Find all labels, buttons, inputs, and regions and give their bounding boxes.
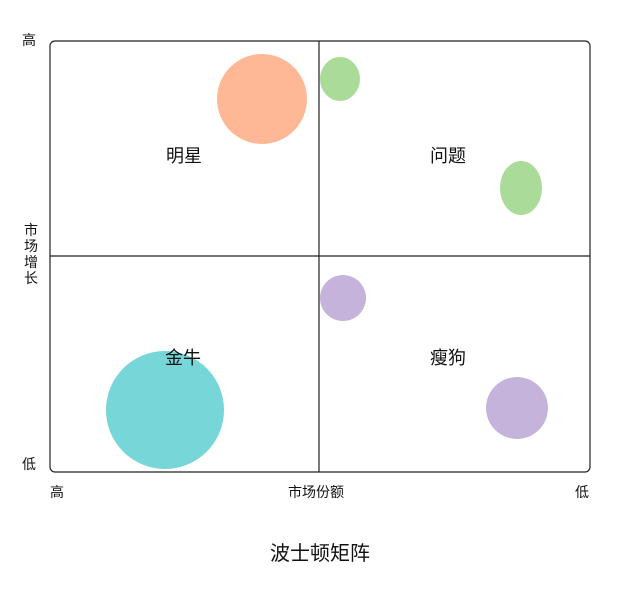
y-axis-top-end-label: 高 bbox=[22, 33, 36, 49]
quadrant-dog-label: 瘦狗 bbox=[430, 348, 466, 369]
x-axis-left-end-label: 高 bbox=[50, 485, 64, 501]
y-axis-bottom-end-label: 低 bbox=[22, 457, 36, 473]
dog-bubble-large bbox=[486, 377, 548, 439]
question-bubble-large bbox=[500, 161, 542, 215]
cash-cow-bubble bbox=[106, 351, 224, 469]
quadrant-star-label: 明星 bbox=[166, 146, 202, 167]
x-axis-label: 市场份额 bbox=[288, 485, 344, 501]
quadrant-question-label: 问题 bbox=[430, 146, 466, 167]
quadrant-cash-cow-label: 金牛 bbox=[165, 348, 201, 369]
x-axis-right-end-label: 低 bbox=[575, 485, 589, 501]
star-bubble bbox=[217, 54, 307, 144]
dog-bubble-small bbox=[320, 275, 366, 321]
y-axis-label: 市场增长 bbox=[24, 223, 38, 287]
question-bubble-small bbox=[320, 57, 360, 101]
diagram-title: 波士顿矩阵 bbox=[270, 541, 370, 565]
